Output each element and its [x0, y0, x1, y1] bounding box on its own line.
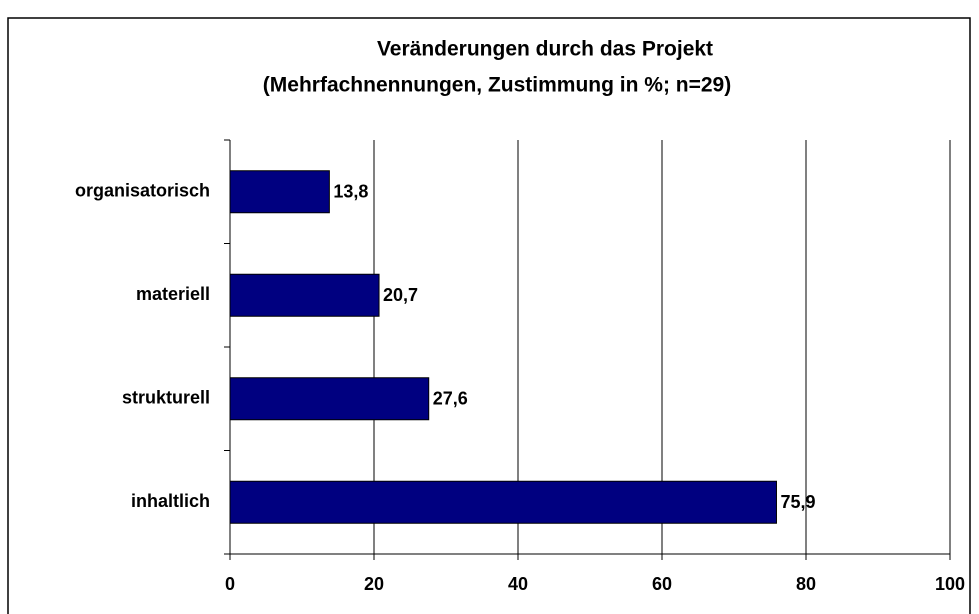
data-label: 27,6	[433, 389, 468, 409]
y-tick-label: organisatorisch	[75, 181, 210, 201]
x-tick-label: 60	[652, 574, 672, 594]
x-tick-label: 20	[364, 574, 384, 594]
chart-frame	[7, 17, 971, 614]
x-tick-label: 100	[935, 574, 965, 594]
data-label: 75,9	[780, 492, 815, 512]
bar	[229, 170, 330, 214]
bar	[229, 273, 380, 317]
y-tick-label: strukturell	[122, 388, 210, 408]
x-tick-label: 40	[508, 574, 528, 594]
x-tick-label: 0	[225, 574, 235, 594]
chart-subtitle: (Mehrfachnennungen, Zustimmung in %; n=2…	[263, 74, 731, 97]
data-label: 20,7	[383, 285, 418, 305]
y-tick-label: materiell	[136, 284, 210, 304]
chart-title: Veränderungen durch das Projekt	[377, 38, 713, 61]
x-tick-label: 80	[796, 574, 816, 594]
bar	[229, 377, 430, 421]
bar	[229, 480, 777, 524]
y-tick-label: inhaltlich	[131, 491, 210, 511]
data-label: 13,8	[333, 182, 368, 202]
